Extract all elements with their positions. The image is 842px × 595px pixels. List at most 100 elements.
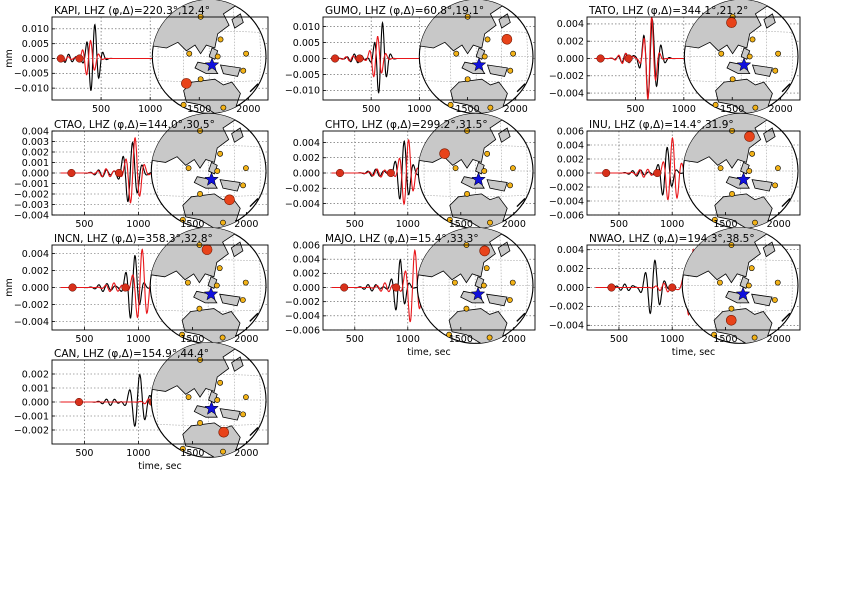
y-tick-label: −0.004 [549,88,584,99]
y-tick-label: 0.002 [557,154,584,165]
station-marker [243,50,250,57]
station-marker [243,165,249,172]
x-axis-label: time, sec [138,461,182,472]
y-tick-label: −0.002 [549,182,584,193]
station-marker [729,191,735,197]
station-marker [748,265,755,272]
station-marker [197,76,204,83]
globe-landmasses [683,113,776,229]
y-tick-label: −0.005 [14,69,49,80]
panel-gumo: 500 1000 1500 2000 −0.010 −0.005 0.000 0.005 0.0… [285,0,536,115]
station-marker [483,265,490,272]
phase-marker [114,168,124,178]
panel-title: KAPI, LHZ (φ,Δ)=220.3°,12.4° [54,5,210,17]
landmass-new-guinea [486,64,508,77]
landmass-new-guinea [751,293,773,307]
station-marker [452,165,459,172]
station-marker [752,104,759,111]
landmass-new-guinea [751,179,773,192]
y-tick-label: 0.006 [557,126,584,137]
y-tick-label: 0.010 [293,22,320,33]
source-star-icon [735,286,751,301]
station-marker [451,279,458,286]
x-tick-label: 1000 [407,104,431,115]
y-tick-label: 0.000 [293,283,320,294]
panel-title: CAN, LHZ (φ,Δ)=154.9°,44.4° [54,348,209,360]
phase-marker [355,54,364,63]
station-marker [216,265,223,272]
y-tick-label: −0.002 [14,189,49,200]
station-marker [480,282,487,289]
station-marker [447,101,454,108]
globe-meridian [499,0,502,114]
source-star-icon [470,286,486,301]
panel-chto: 500 1000 1500 2000 −0.004 −0.002 0.000 0.002 0.0… [285,113,536,230]
phase-marker [624,54,633,63]
station-marker [774,279,781,286]
station-marker [446,331,452,338]
station-marker [197,191,203,197]
y-tick-label: −0.004 [14,317,49,328]
y-tick-label: −0.006 [285,325,320,336]
panel-title: GUMO, LHZ (φ,Δ)=60.8°,19.1° [325,5,484,17]
station-marker [746,168,753,174]
y-tick-label: 0.000 [557,168,584,179]
x-tick-label: 1000 [126,448,150,459]
y-tick-label: 0.004 [557,140,584,151]
x-tick-label: 500 [610,219,628,230]
y-tick-label: −0.005 [285,70,320,81]
y-tick-label: 0.004 [293,138,320,149]
x-tick-label: 1500 [713,334,737,345]
x-tick-label: 1500 [713,219,737,230]
y-tick-label: 0.000 [22,397,49,408]
highlight-station-marker [201,244,213,255]
station-marker [242,279,249,286]
y-axis-label: mm [4,49,15,68]
panel-title: CTAO, LHZ (φ,Δ)=144.0°,30.5° [54,119,215,131]
highlight-station-marker [224,194,235,206]
landmass-new-guinea [219,64,241,77]
globe-parallel [419,80,533,83]
y-tick-label: 0.002 [557,264,584,275]
x-tick-label: 2000 [504,104,528,115]
station-marker [196,305,203,312]
station-marker [179,445,186,452]
x-tick-label: 1500 [720,104,744,115]
x-tick-label: 1000 [660,219,684,230]
station-marker [510,165,516,172]
station-marker [240,411,246,418]
x-tick-label: 2000 [234,334,258,345]
source-star-icon [203,286,219,301]
x-tick-label: 2000 [767,334,791,345]
landmass-japan [231,356,244,372]
y-tick-label: −0.002 [285,184,320,195]
station-marker [240,67,247,74]
panel-can: 500 1000 1500 2000 −0.002 −0.001 0.000 0.001 0.0… [14,342,269,472]
station-marker [179,331,185,338]
station-marker [185,165,192,172]
y-tick-label: −0.006 [549,210,584,221]
y-tick-label: −0.002 [549,71,584,82]
landmass-japan [762,241,776,258]
landmass-japan [231,127,244,143]
x-tick-label: 1500 [180,448,204,459]
landmass-japan [497,241,511,258]
globe-scale-bar [781,312,791,322]
station-marker [509,279,516,286]
y-tick-label: 0.002 [293,269,320,280]
x-tick-label: 500 [75,219,93,230]
station-marker [484,150,491,157]
phase-marker [121,283,130,292]
station-marker [484,36,491,43]
panel-tato: 500 1000 1500 2000 −0.004 −0.002 0.000 0.002 0.0… [549,0,801,115]
x-tick-label: 500 [75,334,93,345]
phase-marker [74,397,84,407]
y-tick-label: −0.003 [14,200,49,211]
globe-meridian [764,0,767,114]
y-tick-label: 0.000 [293,54,320,65]
phase-marker [602,168,611,178]
highlight-station-marker [726,17,737,28]
y-tick-label: 0.002 [22,369,49,380]
y-tick-label: −0.004 [14,210,49,221]
station-marker [712,101,719,108]
